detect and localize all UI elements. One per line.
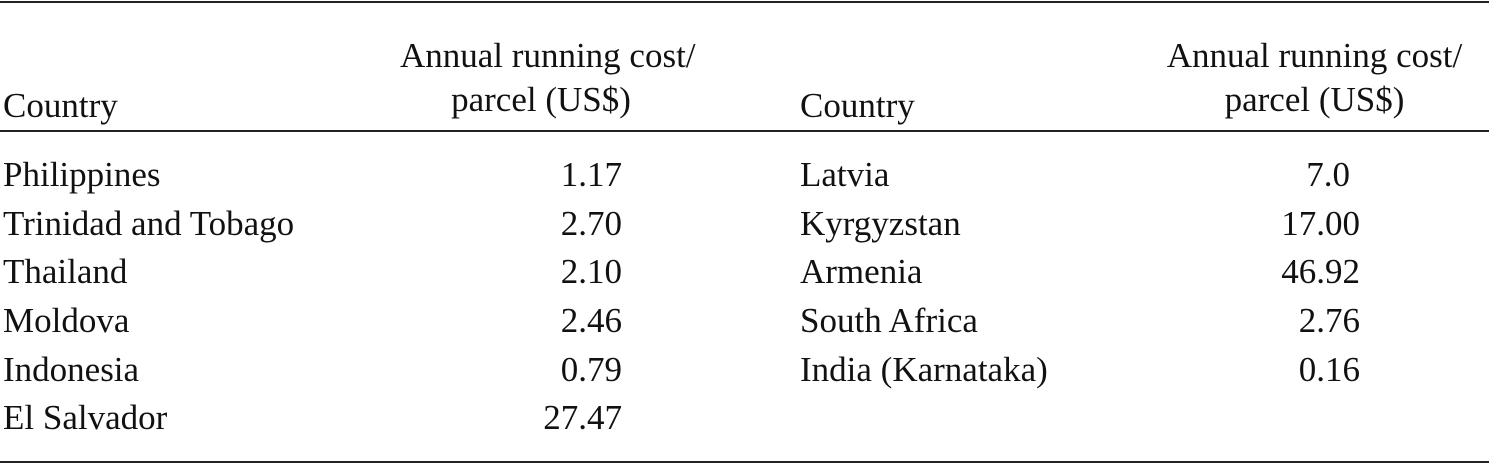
cost-cell: 7.0: [1306, 155, 1350, 194]
cost-cell: 1.17: [560, 155, 622, 194]
header-cost-line2-2: parcel (US$): [1224, 80, 1405, 119]
header-country-2: Country: [800, 86, 915, 125]
country-cell: Trinidad and Tobago: [3, 204, 295, 243]
header-rule: [0, 130, 1489, 132]
country-cell: India (Karnataka): [800, 350, 1048, 389]
header-cost-line2: parcel (US$): [451, 80, 631, 119]
country-cell: Armenia: [800, 252, 923, 291]
cost-cell: 2.10: [560, 252, 622, 291]
cost-cell: 27.47: [543, 398, 622, 437]
cost-cell: 46.92: [1281, 252, 1360, 291]
country-cell: South Africa: [800, 301, 978, 340]
top-rule: [0, 1, 1489, 3]
bottom-rule: [0, 461, 1489, 463]
country-cell: Philippines: [3, 155, 161, 194]
country-cell: Thailand: [3, 252, 128, 291]
cost-cell: 2.70: [560, 204, 622, 243]
cost-cell: 2.76: [1298, 301, 1360, 340]
cost-cell: 0.16: [1298, 350, 1360, 389]
country-cell: Kyrgyzstan: [800, 204, 961, 243]
country-cell: Latvia: [800, 155, 890, 194]
header-cost-line1: Annual running cost/: [400, 36, 696, 75]
cost-cell: 17.00: [1281, 204, 1360, 243]
header-country: Country: [3, 86, 118, 125]
country-cell: El Salvador: [3, 398, 168, 437]
country-cell: Indonesia: [3, 350, 140, 389]
country-cell: Moldova: [3, 301, 130, 340]
cost-cell: 2.46: [560, 301, 622, 340]
header-cost-line1-2: Annual running cost/: [1166, 36, 1463, 75]
cost-cell: 0.79: [560, 350, 622, 389]
